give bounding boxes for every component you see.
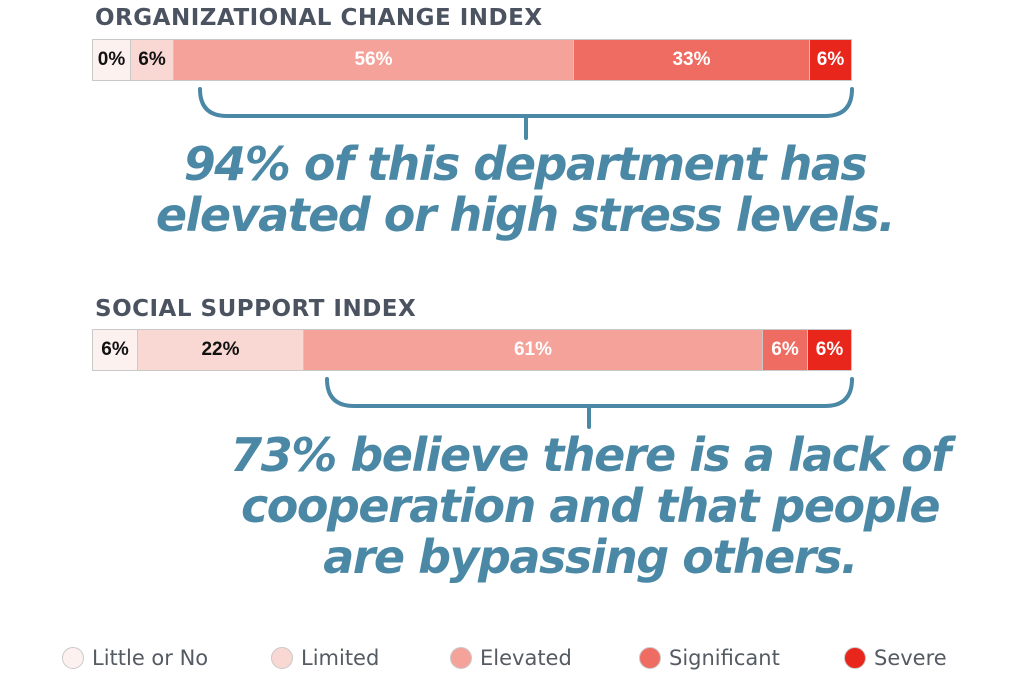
- callout-line: 73% believe there is a lack of: [230, 428, 951, 482]
- callout-line: elevated or high stress levels.: [155, 188, 896, 242]
- data-label: 6%: [138, 49, 166, 70]
- stacked-bar-organizational-change: 0% 6% 56% 33% 6%: [92, 39, 852, 81]
- bar-segment-little-or-no: 0%: [92, 39, 130, 81]
- callout-line: cooperation and that people: [240, 479, 941, 533]
- chart-title-organizational-change: ORGANIZATIONAL CHANGE INDEX: [95, 5, 543, 31]
- data-label: 22%: [201, 339, 240, 360]
- callout-social-support: 73% believe there is a lack of cooperati…: [165, 430, 1015, 583]
- bar-segment-limited: 22%: [137, 329, 303, 371]
- data-label: 61%: [513, 339, 553, 360]
- legend-item-little-or-no: Little or No: [62, 646, 208, 670]
- callout-line: are bypassing others.: [323, 530, 858, 584]
- legend-label: Limited: [301, 646, 380, 670]
- data-label: 6%: [816, 49, 845, 70]
- data-label: 56%: [354, 49, 393, 70]
- data-label: 33%: [672, 49, 711, 70]
- data-label: 6%: [815, 339, 844, 360]
- data-label: 0%: [97, 49, 126, 70]
- data-label: 6%: [771, 339, 799, 360]
- bar-segment-significant: 6%: [762, 329, 807, 371]
- chart-title-social-support: SOCIAL SUPPORT INDEX: [95, 296, 417, 322]
- legend-item-severe: Severe: [844, 646, 947, 670]
- legend-label: Significant: [669, 646, 780, 670]
- legend-label: Elevated: [480, 646, 572, 670]
- legend: Little or No Limited Elevated Significan…: [62, 646, 982, 674]
- data-label: 6%: [101, 339, 129, 360]
- legend-item-limited: Limited: [271, 646, 379, 670]
- legend-item-significant: Significant: [639, 646, 780, 670]
- legend-label: Severe: [874, 646, 947, 670]
- bar-segment-severe: 6%: [807, 329, 852, 371]
- legend-label: Little or No: [92, 646, 209, 670]
- legend-swatch-significant: [639, 647, 661, 669]
- legend-swatch-elevated: [450, 647, 472, 669]
- bar-segment-elevated: 56%: [173, 39, 573, 81]
- callout-organizational-change: 94% of this department has elevated or h…: [100, 139, 950, 241]
- callout-line: 94% of this department has: [183, 137, 868, 191]
- bar-segment-elevated: 61%: [303, 329, 762, 371]
- legend-swatch-limited: [271, 647, 293, 669]
- legend-swatch-severe: [844, 647, 866, 669]
- legend-item-elevated: Elevated: [450, 646, 572, 670]
- bar-segment-little-or-no: 6%: [92, 329, 137, 371]
- stacked-bar-social-support: 6% 22% 61% 6% 6%: [92, 329, 852, 371]
- bar-segment-severe: 6%: [809, 39, 852, 81]
- legend-swatch-little-or-no: [62, 647, 84, 669]
- bar-segment-significant: 33%: [573, 39, 809, 81]
- bar-segment-limited: 6%: [130, 39, 173, 81]
